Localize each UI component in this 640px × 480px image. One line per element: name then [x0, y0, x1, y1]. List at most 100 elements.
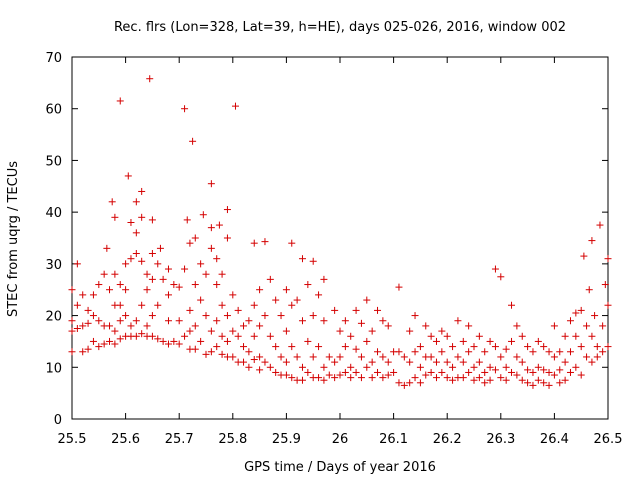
data-point	[298, 255, 306, 263]
data-point	[454, 317, 462, 325]
data-point	[154, 260, 162, 268]
data-point	[132, 317, 140, 325]
data-point	[459, 337, 467, 345]
data-point	[529, 348, 537, 356]
data-point	[293, 353, 301, 361]
data-point	[250, 332, 258, 340]
data-point	[159, 337, 167, 345]
data-point	[298, 317, 306, 325]
data-point	[282, 358, 290, 366]
data-point	[497, 353, 505, 361]
x-tick-label: 25.6	[111, 432, 140, 447]
data-point	[459, 374, 467, 382]
data-point	[374, 368, 382, 376]
data-point	[411, 312, 419, 320]
data-point	[202, 350, 210, 358]
data-point	[449, 343, 457, 351]
data-point	[374, 306, 382, 314]
data-point	[111, 213, 119, 221]
data-point	[352, 368, 360, 376]
data-point	[202, 312, 210, 320]
data-point	[288, 239, 296, 247]
data-point	[223, 312, 231, 320]
data-point	[601, 281, 609, 289]
data-point	[111, 270, 119, 278]
data-point	[148, 332, 156, 340]
data-point	[231, 102, 239, 110]
data-point	[218, 301, 226, 309]
data-point	[207, 327, 215, 335]
data-point	[181, 332, 189, 340]
data-point	[524, 343, 532, 351]
data-point	[411, 348, 419, 356]
data-point	[534, 376, 542, 384]
data-point	[400, 353, 408, 361]
data-point	[164, 317, 172, 325]
data-point	[89, 291, 97, 299]
data-point	[422, 371, 430, 379]
data-point	[84, 319, 92, 327]
data-point	[481, 379, 489, 387]
data-point	[111, 327, 119, 335]
data-point	[234, 332, 242, 340]
data-point	[347, 332, 355, 340]
data-point	[156, 244, 164, 252]
data-point	[100, 270, 108, 278]
data-point	[374, 348, 382, 356]
data-point	[577, 343, 585, 351]
data-point	[427, 368, 435, 376]
data-point	[561, 332, 569, 340]
data-point	[138, 257, 146, 265]
data-point	[164, 265, 172, 273]
data-point	[550, 371, 558, 379]
data-point	[175, 317, 183, 325]
data-point	[491, 265, 499, 273]
data-point	[106, 337, 114, 345]
data-point	[304, 337, 312, 345]
data-point	[122, 260, 130, 268]
data-point	[481, 348, 489, 356]
data-point	[138, 187, 146, 195]
x-tick-label: 25.7	[165, 432, 194, 447]
data-point	[599, 322, 607, 330]
data-point	[148, 216, 156, 224]
data-point	[79, 322, 87, 330]
data-point	[122, 312, 130, 320]
data-point	[245, 363, 253, 371]
data-point	[116, 317, 124, 325]
data-point	[229, 327, 237, 335]
data-point	[298, 363, 306, 371]
data-point	[331, 358, 339, 366]
data-points	[68, 75, 612, 389]
data-point	[475, 374, 483, 382]
data-point	[261, 312, 269, 320]
data-point	[116, 97, 124, 105]
data-point	[486, 337, 494, 345]
data-point	[481, 368, 489, 376]
y-tick-label: 0	[54, 413, 62, 428]
data-point	[293, 296, 301, 304]
data-point	[245, 348, 253, 356]
data-point	[497, 273, 505, 281]
data-point	[336, 371, 344, 379]
data-point	[572, 309, 580, 317]
data-point	[197, 260, 205, 268]
y-tick-label: 70	[45, 51, 62, 66]
data-point	[513, 353, 521, 361]
data-point	[266, 363, 274, 371]
data-point	[315, 343, 323, 351]
data-point	[100, 340, 108, 348]
data-point	[604, 301, 612, 309]
data-point	[449, 363, 457, 371]
data-point	[154, 301, 162, 309]
data-point	[604, 343, 612, 351]
data-point	[320, 317, 328, 325]
data-point	[207, 244, 215, 252]
data-point	[143, 270, 151, 278]
data-point	[191, 234, 199, 242]
data-point	[132, 332, 140, 340]
data-point	[368, 358, 376, 366]
data-point	[272, 368, 280, 376]
